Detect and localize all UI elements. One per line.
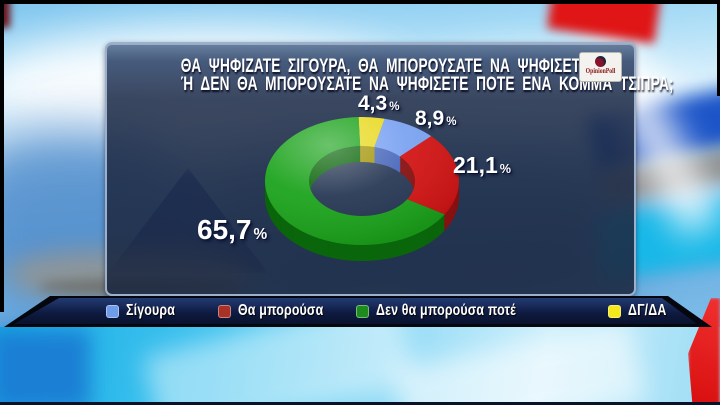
- legend-item-den-tha-borousa: Δεν θα μπορούσα ποτέ: [356, 302, 551, 320]
- percent-sign: %: [499, 162, 512, 176]
- legend-bar: Σίγουρα Θα μπορούσα Δεν θα μπορούσα ποτέ…: [0, 296, 720, 327]
- frame-edge-bottom: [0, 402, 720, 405]
- percent-sign: %: [253, 226, 268, 243]
- poll-question-line2: Ή ΔΕΝ ΘΑ ΜΠΟΡΟΥΣΑΤΕ ΝΑ ΨΗΦΙΣΕΤΕ ΠΟΤΕ ΕΝΑ…: [180, 74, 674, 95]
- legend-item-sigoura: Σίγουρα: [106, 302, 187, 320]
- opinion-poll-logo: OpinionPoll: [579, 52, 622, 82]
- poll-question-title: ΘΑ ΨΗΦΙΖΑΤΕ ΣΙΓΟΥΡΑ, ΘΑ ΜΠΟΡΟΥΣΑΤΕ ΝΑ ΨΗ…: [107, 56, 674, 95]
- legend-swatch-red: [218, 304, 231, 318]
- frame-edge-top: [0, 0, 720, 4]
- frame-edge-left: [0, 0, 4, 312]
- legend-item-tha-borousa: Θα μπορούσα: [218, 302, 345, 320]
- legend-swatch-green: [356, 304, 369, 318]
- donut-sheen-overlay: [265, 117, 459, 245]
- percent-sign: %: [389, 101, 400, 113]
- opinion-poll-logo-icon: [595, 56, 606, 67]
- percent-label-sigoura: 8,9%: [415, 107, 457, 130]
- frame-edge-right: [717, 0, 720, 96]
- donut-chart: [264, 117, 459, 262]
- legend-swatch-yellow: [608, 304, 621, 318]
- legend-bar-face: [14, 298, 697, 324]
- strip-blue-shape: [0, 330, 90, 405]
- percent-label-dg-da: 4,3%: [358, 92, 400, 115]
- legend-swatch-blue: [106, 304, 119, 318]
- percent-sign: %: [446, 116, 457, 128]
- opinion-poll-logo-text: OpinionPoll: [585, 67, 616, 75]
- poll-question-line1: ΘΑ ΨΗΦΙΖΑΤΕ ΣΙΓΟΥΡΑ, ΘΑ ΜΠΟΡΟΥΣΑΤΕ ΝΑ ΨΗ…: [180, 56, 590, 77]
- percent-label-den-tha-borousa: 65,7%: [197, 214, 268, 245]
- background-red-shape-top-left: [0, 0, 10, 28]
- legend-item-dg-da: ΔΓ/ΔΑ: [608, 302, 676, 320]
- percent-label-tha-borousa: 21,1%: [453, 152, 512, 178]
